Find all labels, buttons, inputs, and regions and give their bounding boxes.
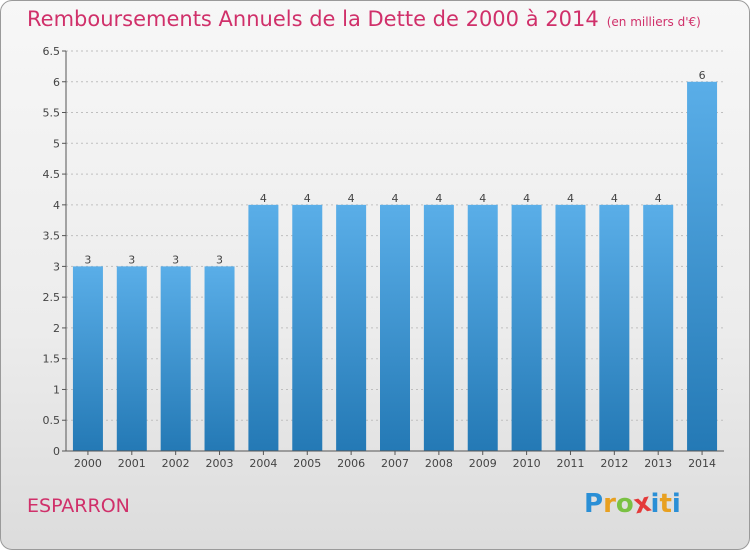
bar — [555, 204, 586, 451]
y-tick-label: 3 — [53, 260, 60, 273]
y-tick-label: 4.5 — [43, 168, 61, 181]
x-tick-label: 2000 — [74, 457, 102, 470]
y-tick-label: 2 — [53, 322, 60, 335]
title-text: Remboursements Annuels de la Dette de 20… — [27, 7, 599, 31]
data-label: 4 — [304, 192, 311, 205]
commune-name: ESPARRON — [27, 495, 130, 517]
x-tick-label: 2011 — [556, 457, 584, 470]
bar — [292, 204, 323, 451]
y-tick-label: 0 — [53, 445, 60, 458]
x-tick-label: 2008 — [425, 457, 453, 470]
logo-letter: i — [650, 489, 660, 519]
data-label: 4 — [479, 192, 486, 205]
bar — [116, 266, 147, 451]
x-tick-label: 2012 — [600, 457, 628, 470]
labels: 0 0.5 1 1.5 2 2.5 3 3.5 4 4.5 5 5.5 6 6.5 3 2000 3 2001 3 2… — [43, 45, 717, 470]
bar — [467, 204, 498, 451]
x-tick-label: 2002 — [162, 457, 190, 470]
logo-letter: P — [584, 489, 604, 519]
y-tick-label: 4 — [53, 199, 60, 212]
x-tick-label: 2009 — [469, 457, 497, 470]
data-label: 3 — [128, 253, 135, 266]
logo-letter: i — [671, 489, 681, 519]
data-label: 4 — [567, 192, 574, 205]
x-tick-label: 2010 — [513, 457, 541, 470]
x-tick-label: 2013 — [644, 457, 672, 470]
x-tick-label: 2014 — [688, 457, 716, 470]
logo-letter: t — [659, 489, 672, 519]
chart-title: Remboursements Annuels de la Dette de 20… — [27, 7, 701, 31]
bars — [72, 81, 718, 452]
bar — [599, 204, 630, 451]
data-label: 4 — [392, 192, 399, 205]
data-label: 4 — [260, 192, 267, 205]
y-tick-label: 3.5 — [43, 230, 61, 243]
y-tick-label: 6.5 — [43, 45, 61, 58]
axes — [62, 50, 724, 455]
data-label: 6 — [699, 69, 706, 82]
x-tick-label: 2004 — [249, 457, 277, 470]
data-label: 4 — [611, 192, 618, 205]
bar — [204, 266, 235, 451]
x-tick-label: 2001 — [118, 457, 146, 470]
data-label: 4 — [655, 192, 662, 205]
bar — [511, 204, 542, 451]
data-label: 3 — [216, 253, 223, 266]
y-tick-label: 6 — [53, 76, 60, 89]
data-label: 4 — [523, 192, 530, 205]
bar — [423, 204, 454, 451]
x-tick-label: 2003 — [206, 457, 234, 470]
logo-letter: r — [603, 489, 616, 519]
proxiti-logo: Proxiti — [584, 488, 681, 521]
bar — [248, 204, 279, 451]
logo-letter: o — [615, 489, 634, 519]
data-label: 3 — [172, 253, 179, 266]
bar — [380, 204, 410, 451]
x-tick-label: 2005 — [293, 457, 321, 470]
data-label: 4 — [435, 192, 442, 205]
x-tick-label: 2007 — [381, 457, 409, 470]
bar — [160, 266, 191, 451]
y-tick-label: 2.5 — [43, 291, 61, 304]
data-label: 3 — [84, 253, 91, 266]
bar — [687, 81, 718, 452]
bar — [72, 266, 103, 451]
bar — [643, 204, 674, 451]
y-tick-label: 5 — [53, 137, 60, 150]
bar — [336, 204, 367, 451]
y-tick-label: 0.5 — [43, 414, 61, 427]
data-label: 4 — [348, 192, 355, 205]
y-tick-label: 1.5 — [43, 353, 61, 366]
y-tick-label: 1 — [53, 383, 60, 396]
x-tick-label: 2006 — [337, 457, 365, 470]
unit-subtitle: (en milliers d'€) — [606, 15, 701, 29]
y-tick-label: 5.5 — [43, 107, 61, 120]
